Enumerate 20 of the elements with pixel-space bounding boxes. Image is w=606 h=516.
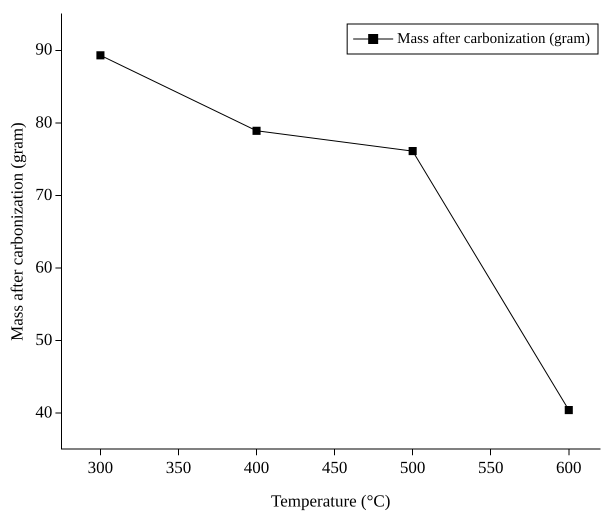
y-tick-label: 80 <box>35 112 52 132</box>
y-tick-label: 60 <box>35 257 52 276</box>
point <box>408 147 417 156</box>
x-tick-label: 500 <box>400 458 426 477</box>
y-tick-label: 70 <box>35 184 52 204</box>
x-tick-label: 300 <box>88 458 114 477</box>
x-tick-label: 600 <box>556 458 582 477</box>
point <box>96 51 104 60</box>
y-tick-label: 90 <box>35 40 52 59</box>
x-tick-label: 350 <box>166 458 192 477</box>
y-axis-title: Mass after carbonization (gram) <box>8 122 27 341</box>
y-tick-label: 40 <box>35 402 52 422</box>
x-tick-label: 400 <box>244 458 270 477</box>
point <box>564 406 573 414</box>
y-tick-label: 50 <box>35 330 52 349</box>
x-axis-title: Temperature (°C) <box>271 491 390 510</box>
legend-label: Mass after carbonization (gram) <box>397 30 590 47</box>
x-tick-label: 550 <box>478 458 504 477</box>
x-tick-label: 450 <box>322 458 348 477</box>
point <box>252 126 261 135</box>
